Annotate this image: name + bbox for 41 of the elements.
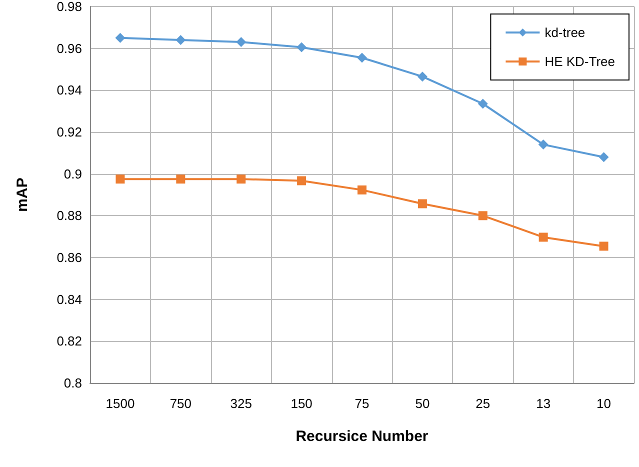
point (176, 34, 186, 45)
x-tick-label: 25 (476, 396, 490, 411)
point (116, 174, 125, 184)
y-tick-label: 0.82 (56, 334, 82, 349)
point (538, 140, 548, 150)
y-tick-label: 0.84 (56, 292, 82, 307)
point (417, 72, 428, 82)
point (296, 42, 307, 52)
x-axis-title: Recursice Number (296, 428, 428, 445)
y-tick-label: 0.9 (64, 166, 82, 182)
point (236, 37, 246, 48)
point (176, 174, 186, 184)
point (357, 52, 367, 63)
x-tick-label: 1500 (106, 396, 135, 411)
x-tick-label: 13 (536, 396, 551, 411)
y-tick-label: 0.86 (56, 250, 82, 265)
point (599, 242, 608, 251)
y-tick-label: 0.94 (56, 82, 82, 98)
y-tick-label: 0.96 (56, 40, 82, 56)
x-tick-label: 50 (415, 396, 430, 411)
x-tick-label: 10 (596, 396, 612, 411)
point (538, 232, 548, 242)
point (115, 32, 126, 43)
x-tick-label: 150 (290, 396, 312, 411)
y-tick-label: 0.92 (56, 124, 82, 140)
y-tick-label: 0.8 (64, 376, 82, 390)
point (236, 174, 246, 184)
point (418, 199, 427, 208)
x-tick-label: 75 (354, 396, 370, 411)
point (478, 211, 488, 220)
point (297, 176, 306, 186)
y-tick-label: 0.88 (56, 208, 82, 224)
point (478, 98, 488, 109)
y-axis-title: mAP (14, 178, 31, 212)
y-tick-label: 0.98 (56, 0, 82, 14)
point (598, 152, 609, 162)
point (358, 185, 366, 194)
x-tick-label: 325 (230, 396, 252, 411)
x-tick-label: 750 (170, 396, 192, 411)
legend-label: kd-tree (544, 25, 586, 40)
legend-label: HE KD-Tree (544, 54, 616, 69)
